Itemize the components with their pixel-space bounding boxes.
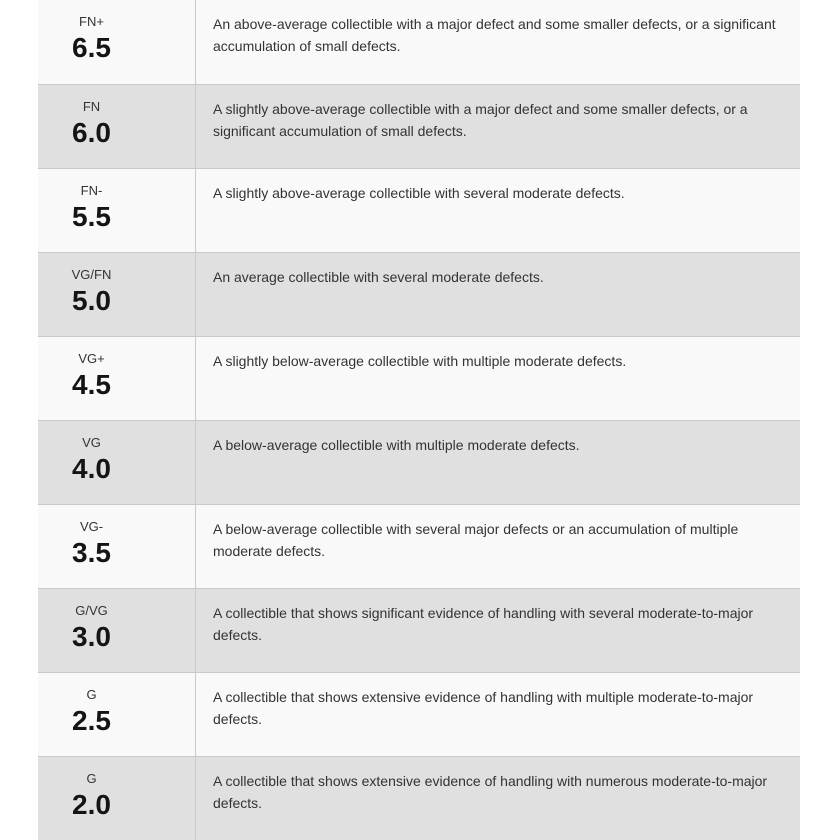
grade-label: G xyxy=(86,687,97,702)
description-cell: A collectible that shows extensive evide… xyxy=(195,757,800,840)
grade-number: 6.0 xyxy=(72,117,111,148)
grade-number: 3.0 xyxy=(72,621,111,652)
table-row: G/VG 3.0 A collectible that shows signif… xyxy=(38,588,800,672)
grade-number: 2.5 xyxy=(72,705,111,736)
grade-label: G/VG xyxy=(75,603,108,618)
table-row: VG+ 4.5 A slightly below-average collect… xyxy=(38,336,800,420)
grade-cell: G/VG 3.0 xyxy=(38,589,195,672)
grade-cell: VG- 3.5 xyxy=(38,505,195,588)
table-row: FN+ 6.5 An above-average collectible wit… xyxy=(38,0,800,84)
grade-description: A slightly below-average collectible wit… xyxy=(213,353,627,369)
table-row: G 2.0 A collectible that shows extensive… xyxy=(38,756,800,840)
description-cell: An above-average collectible with a majo… xyxy=(195,0,800,84)
table-row: VG- 3.5 A below-average collectible with… xyxy=(38,504,800,588)
grade-number: 5.5 xyxy=(72,201,111,232)
grade-cell: FN- 5.5 xyxy=(38,169,195,252)
grade-number: 6.5 xyxy=(72,32,111,63)
grade-cell: FN+ 6.5 xyxy=(38,0,195,84)
grade-description: An average collectible with several mode… xyxy=(213,269,544,285)
grade-label: FN- xyxy=(80,183,103,198)
table-row: FN- 5.5 A slightly above-average collect… xyxy=(38,168,800,252)
grade-label: VG/FN xyxy=(71,267,112,282)
grade-description: An above-average collectible with a majo… xyxy=(213,16,776,54)
description-cell: A slightly above-average collectible wit… xyxy=(195,85,800,168)
description-cell: An average collectible with several mode… xyxy=(195,253,800,336)
grade-label: VG xyxy=(82,435,101,450)
grade-description: A below-average collectible with several… xyxy=(213,521,739,559)
grade-label: VG+ xyxy=(78,351,105,366)
grade-description: A slightly above-average collectible wit… xyxy=(213,101,748,139)
grade-cell: G 2.0 xyxy=(38,757,195,840)
grade-description: A collectible that shows significant evi… xyxy=(213,605,754,643)
grade-description: A collectible that shows extensive evide… xyxy=(213,773,768,811)
grade-cell: FN 6.0 xyxy=(38,85,195,168)
grade-description: A slightly above-average collectible wit… xyxy=(213,185,625,201)
table-row: G 2.5 A collectible that shows extensive… xyxy=(38,672,800,756)
grade-cell: G 2.5 xyxy=(38,673,195,756)
grading-scale-table: FN+ 6.5 An above-average collectible wit… xyxy=(38,0,800,840)
grade-number: 2.0 xyxy=(72,789,111,820)
grade-cell: VG 4.0 xyxy=(38,421,195,504)
grade-label: FN+ xyxy=(79,14,104,29)
description-cell: A below-average collectible with multipl… xyxy=(195,421,800,504)
grade-number: 4.5 xyxy=(72,369,111,400)
grade-number: 5.0 xyxy=(72,285,111,316)
description-cell: A slightly above-average collectible wit… xyxy=(195,169,800,252)
grade-cell: VG+ 4.5 xyxy=(38,337,195,420)
grade-description: A collectible that shows extensive evide… xyxy=(213,689,754,727)
grade-description: A below-average collectible with multipl… xyxy=(213,437,580,453)
description-cell: A slightly below-average collectible wit… xyxy=(195,337,800,420)
grade-number: 4.0 xyxy=(72,453,111,484)
grade-label: FN xyxy=(82,99,101,114)
description-cell: A collectible that shows extensive evide… xyxy=(195,673,800,756)
grade-cell: VG/FN 5.0 xyxy=(38,253,195,336)
grade-number: 3.5 xyxy=(72,537,111,568)
table-row: VG/FN 5.0 An average collectible with se… xyxy=(38,252,800,336)
grade-label: VG- xyxy=(79,519,104,534)
description-cell: A below-average collectible with several… xyxy=(195,505,800,588)
description-cell: A collectible that shows significant evi… xyxy=(195,589,800,672)
table-row: FN 6.0 A slightly above-average collecti… xyxy=(38,84,800,168)
grade-label: G xyxy=(86,771,97,786)
table-row: VG 4.0 A below-average collectible with … xyxy=(38,420,800,504)
